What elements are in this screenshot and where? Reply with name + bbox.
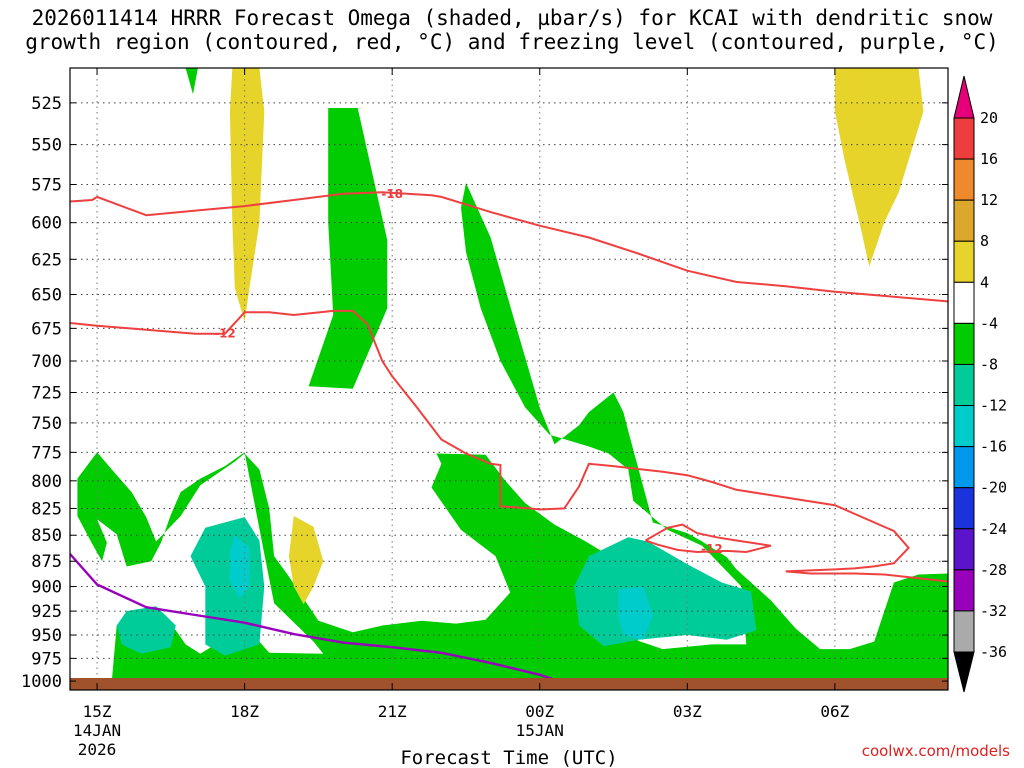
y-tick-label-900: 900 [31,578,62,598]
y-axis: 525 550 575 600 625 650 675 700 725 750 775 800 825 8… [21,94,948,692]
colorbar-label-7: -12 [980,397,1007,415]
svg-text:-18: -18 [381,187,403,201]
y-tick-label-750: 750 [31,414,62,434]
omega-region-teal-4 [190,517,265,656]
y-tick-label-625: 625 [31,250,62,270]
chart-title-line-2: growth region (contoured, red, °C) and f… [25,30,999,54]
colorbar: 20 16 12 8 4 -4 -8 -12 -16 -20 -24 -28 -32 -36 [953,75,1007,693]
y-tick-label-525: 525 [31,94,62,114]
colorbar-bin-4 [953,281,975,324]
contour-lines: -18 -12 -12 [70,187,948,683]
colorbar-label-9: -20 [980,479,1007,497]
omega-shading [70,68,948,685]
omega-region-teal-5 [116,606,176,654]
x-tick-year-15Z: 2026 [78,740,117,759]
x-tick-label-00Z: 00Z [525,702,554,721]
y-tick-label-800: 800 [31,472,62,492]
colorbar-bin-12 [953,610,975,653]
contour-label-2: -12 [701,542,723,556]
contour-line-red-2 [645,523,772,554]
y-tick-label-825: 825 [31,499,62,519]
x-tick-label-18Z: 18Z [230,702,259,721]
ground-band [70,678,948,690]
chart-title: 2026011414 HRRR Forecast Omega (shaded, … [0,6,1024,54]
y-tick-label-725: 725 [31,383,62,403]
y-tick-label-650: 650 [31,286,62,306]
colorbar-label-13: -36 [980,643,1007,661]
omega-region-green-2 [70,182,948,685]
colorbar-top-arrow [953,75,975,119]
colorbar-bin-9 [953,487,975,530]
colorbar-bin-3 [953,240,975,283]
x-tick-label-06Z: 06Z [820,702,849,721]
colorbar-label-12: -32 [980,602,1007,620]
colorbar-label-0: 20 [980,109,998,127]
colorbar-label-2: 12 [980,191,998,209]
colorbar-bin-11 [953,569,975,612]
x-tick-label-03Z: 03Z [673,702,702,721]
colorbar-label-1: 16 [980,150,998,168]
y-tick-label-675: 675 [31,319,62,339]
svg-text:-12: -12 [701,542,723,556]
y-tick-label-925: 925 [31,602,62,622]
colorbar-label-8: -16 [980,438,1007,456]
colorbar-bin-6 [953,363,975,407]
omega-region-teal-6 [574,537,757,647]
y-tick-label-700: 700 [31,352,62,372]
colorbar-label-11: -28 [980,561,1007,579]
colorbar-label-4: 4 [980,273,989,291]
colorbar-bin-2 [953,199,975,242]
contour-label-1: -12 [214,327,236,341]
colorbar-label-6: -8 [980,355,998,373]
colorbar-bin-0 [953,117,975,160]
contour-line-red-0 [70,191,948,303]
colorbar-bin-7 [953,405,975,448]
omega-region-cyan-7 [229,535,250,599]
colorbar-bin-8 [953,446,975,489]
omega-region-yellow-9 [229,68,265,322]
colorbar-bin-10 [953,528,975,571]
y-tick-label-1000: 1000 [21,672,62,692]
credit-link[interactable]: coolwx.com/models [861,742,1010,760]
y-tick-label-850: 850 [31,526,62,546]
x-tick-label-15Z: 15Z [83,702,112,721]
contour-line-red-1 [70,309,948,583]
plot-frame [69,67,949,691]
contour-line-purple-3 [70,553,560,683]
y-tick-label-975: 975 [31,649,62,669]
colorbar-label-5: -4 [980,314,998,332]
colorbar-bin-1 [953,158,975,201]
y-tick-label-575: 575 [31,175,62,195]
x-axis-label: Forecast Time (UTC) [400,747,617,768]
colorbar-label-3: 8 [980,232,989,250]
colorbar-bin-5 [953,322,975,365]
chart-title-line-1: 2026011414 HRRR Forecast Omega (shaded, … [31,6,993,30]
x-tick-date-15Z: 14JAN [73,721,121,740]
omega-region-yellow-11 [288,516,324,605]
colorbar-label-10: -24 [980,520,1007,538]
omega-region-yellow-10 [834,68,924,267]
omega-region-cyan-8 [618,586,653,640]
x-tick-date-00Z: 15JAN [516,721,564,740]
y-tick-label-950: 950 [31,626,62,646]
omega-region-green-1 [308,108,388,389]
y-tick-label-875: 875 [31,552,62,572]
omega-region-white-3 [392,439,432,530]
contour-label-0: -18 [381,187,403,201]
colorbar-bottom-arrow [953,651,975,693]
y-tick-label-550: 550 [31,136,62,156]
y-tick-label-600: 600 [31,214,62,234]
omega-region-green-0 [185,68,198,95]
x-tick-label-21Z: 21Z [378,702,407,721]
svg-text:-12: -12 [214,327,236,341]
y-tick-label-775: 775 [31,443,62,463]
gridlines [70,68,948,690]
